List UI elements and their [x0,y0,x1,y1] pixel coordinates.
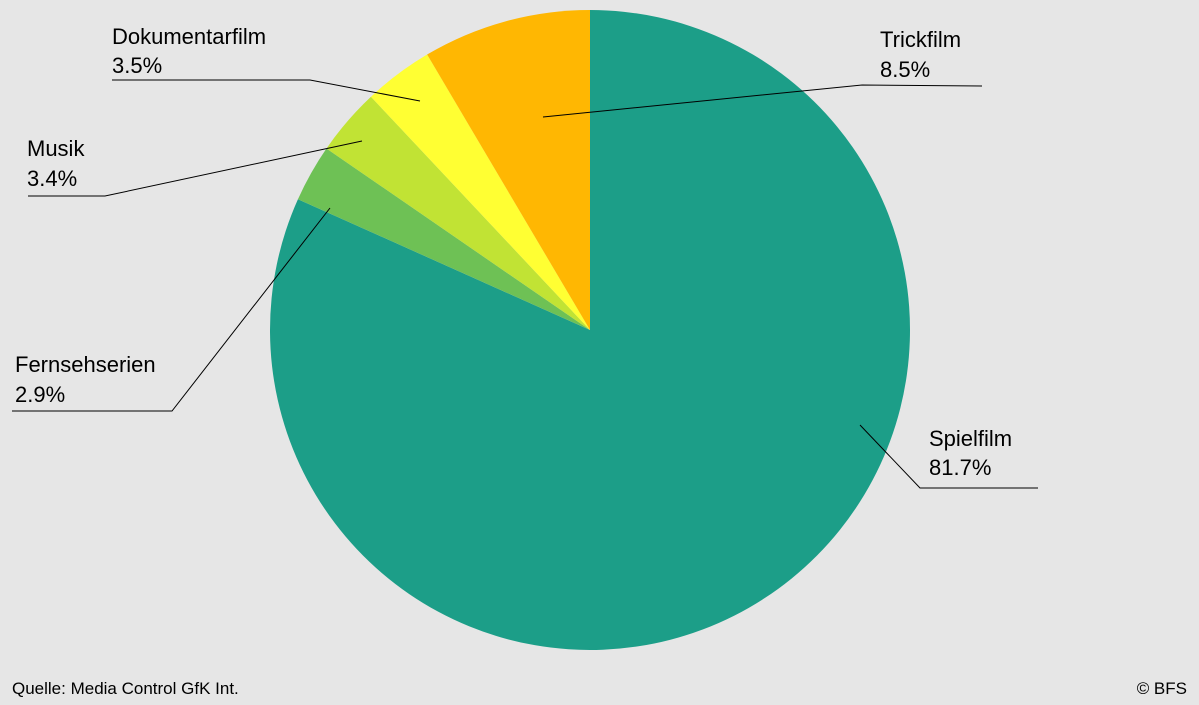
slice-label-trickfilm: Trickfilm 8.5% [880,27,961,82]
pie-slice-spielfilm [270,10,911,650]
slice-label-fernsehserien: Fernsehserien 2.9% [15,352,156,407]
pie-slice-fernsehserien [297,148,590,330]
copyright-note: © BFS [1136,679,1187,698]
leader-line-dokumentarfilm [112,79,421,102]
pie-slice-trickfilm [427,10,590,330]
leader-lines [12,79,1038,489]
slice-label-value: 3.4% [27,166,77,191]
slice-label-name: Trickfilm [880,27,961,52]
pie-slices [270,10,911,650]
slice-label-spielfilm: Spielfilm 81.7% [929,426,1012,480]
slice-label-name: Musik [27,136,85,161]
leader-line-musik [28,140,363,197]
slice-label-name: Dokumentarfilm [112,24,266,49]
slice-label-name: Spielfilm [929,426,1012,451]
leader-line-spielfilm [859,424,1038,489]
slice-label-value: 81.7% [929,455,991,480]
leader-line-trickfilm [542,84,983,118]
slice-label-value: 3.5% [112,53,162,78]
pie-slice-musik [326,96,590,330]
slice-label-value: 8.5% [880,57,930,82]
slice-label-musik: Musik 3.4% [27,136,85,191]
slice-label-name: Fernsehserien [15,352,156,377]
source-note: Quelle: Media Control GfK Int. [12,679,239,698]
slice-label-dokumentarfilm: Dokumentarfilm 3.5% [112,24,266,78]
slice-label-value: 2.9% [15,382,65,407]
leader-line-fernsehserien [12,207,331,412]
pie-slice-dokumentarfilm [370,54,590,331]
